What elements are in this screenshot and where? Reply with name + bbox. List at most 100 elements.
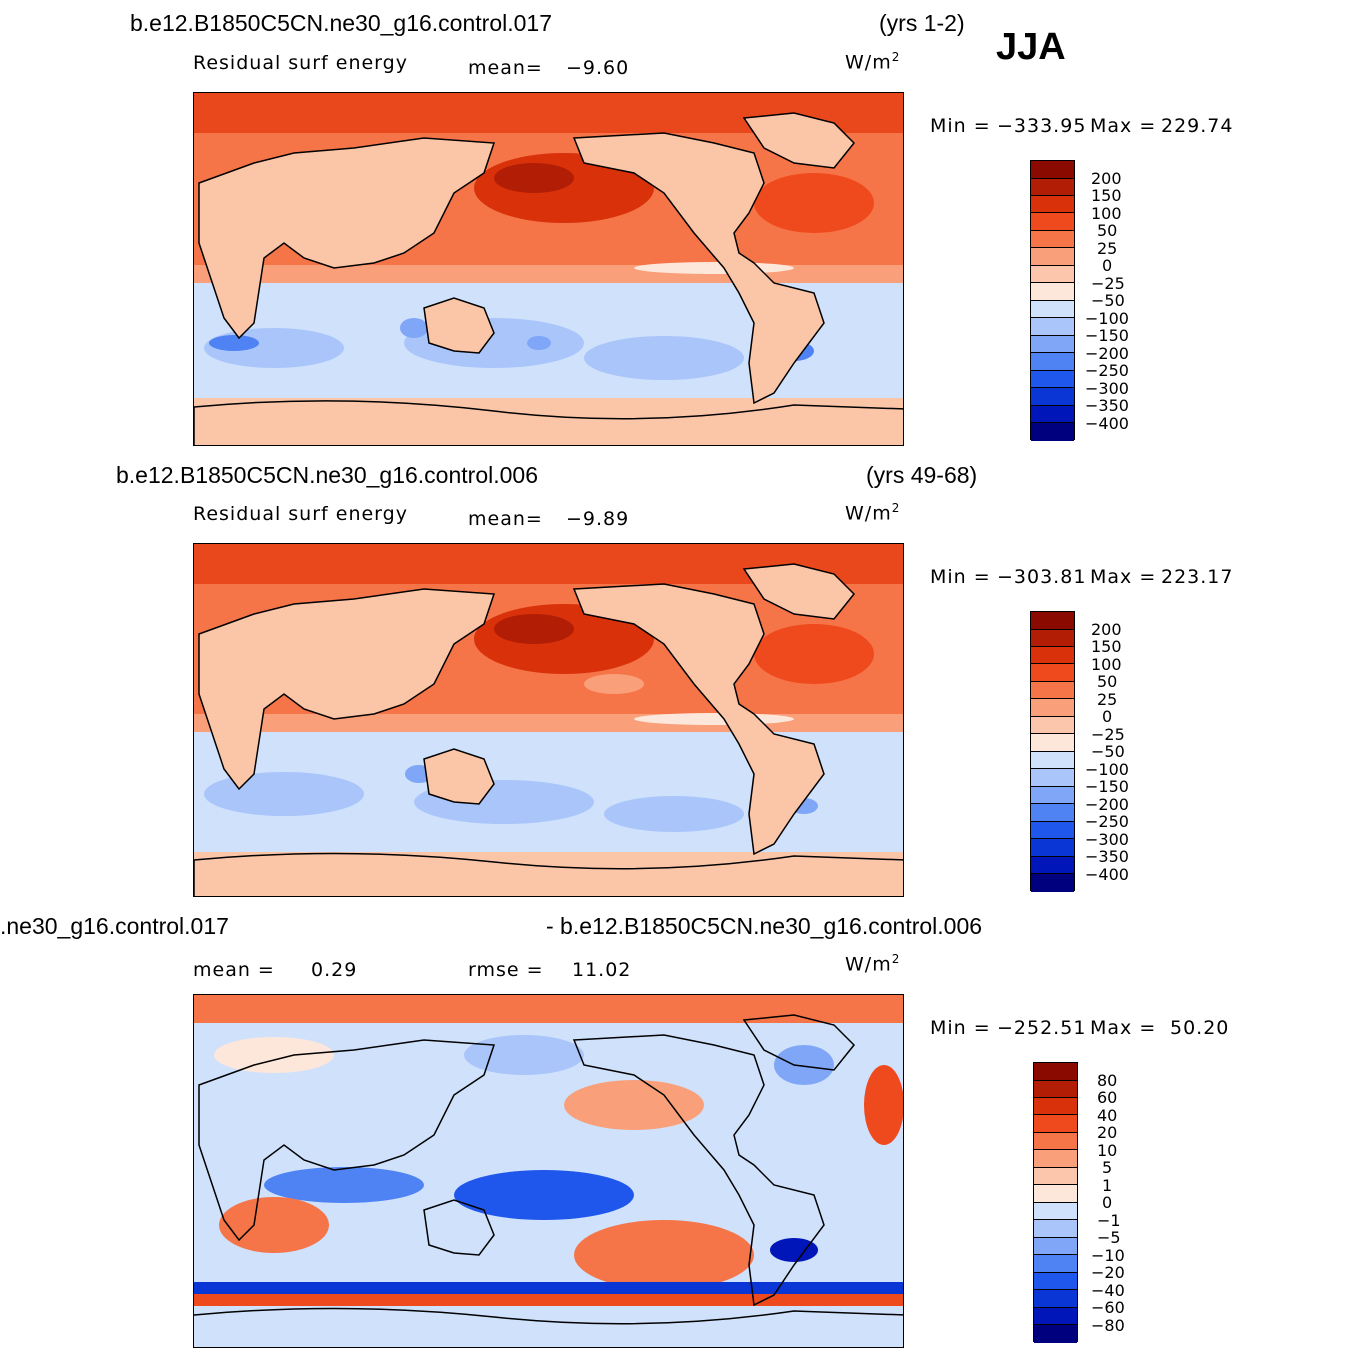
panel1-colorbar-box	[1031, 283, 1074, 301]
panel2-colorbar-box	[1031, 839, 1074, 857]
panel1-level-label: −25	[1091, 274, 1125, 293]
panel2-map	[193, 543, 904, 897]
panel2-level-label: −200	[1085, 795, 1129, 814]
panel1-level-label: −150	[1085, 326, 1129, 345]
panel1-level-label: 200	[1091, 169, 1122, 188]
panel1-level-label: 50	[1097, 221, 1118, 240]
panel2-level-label: 150	[1091, 637, 1122, 656]
panel2-level-label: 50	[1097, 672, 1118, 691]
panel2-max-value: 223.17	[1161, 566, 1234, 588]
panel2-colorbar-box	[1031, 717, 1074, 734]
panel3-colorbar-box	[1034, 1133, 1077, 1150]
panel2-colorbar-box	[1031, 664, 1074, 682]
panel1-variable: Residual surf energy	[193, 52, 408, 74]
panel3-colorbar-box	[1034, 1063, 1077, 1081]
panel1-colorbar-box	[1031, 353, 1074, 371]
panel1-level-label: −350	[1085, 396, 1129, 415]
panel2-min-value: −303.81	[997, 566, 1087, 588]
panel2-colorbar-box	[1031, 752, 1074, 769]
panel2-colorbar-box	[1031, 682, 1074, 699]
panel3-colorbar-box	[1034, 1273, 1077, 1290]
panel3-colorbar-box	[1034, 1325, 1077, 1343]
panel1-level-label: −100	[1085, 309, 1129, 328]
panel2-map-field	[194, 544, 903, 896]
panel2-colorbar-box	[1031, 769, 1074, 787]
panel3-level-label: 20	[1097, 1123, 1118, 1142]
panel3-map	[193, 994, 904, 1348]
panel1-level-label: 0	[1102, 256, 1113, 275]
season-label: JJA	[996, 26, 1066, 68]
panel2-variable: Residual surf energy	[193, 503, 408, 525]
panel1-level-label: −400	[1085, 414, 1129, 433]
panel3-level-label: −10	[1091, 1246, 1125, 1265]
panel2-colorbar	[1030, 611, 1075, 892]
panel1-colorbar	[1030, 160, 1075, 441]
panel1-mean-value: −9.60	[566, 57, 630, 79]
panel1-colorbar-box	[1031, 266, 1074, 283]
panel1-colorbar-box	[1031, 196, 1074, 213]
panel1-level-label: 25	[1097, 239, 1118, 258]
panel1-colorbar-box	[1031, 406, 1074, 423]
panel2-level-label: −300	[1085, 830, 1129, 849]
panel1-case-title: b.e12.B1850C5CN.ne30_g16.control.017	[130, 10, 552, 36]
panel3-colorbar-box	[1034, 1098, 1077, 1115]
panel2-level-label: −350	[1085, 847, 1129, 866]
panel1-mean-label: mean=	[468, 57, 543, 79]
panel3-colorbar-box	[1034, 1290, 1077, 1308]
panel2-colorbar-box	[1031, 612, 1074, 630]
panel3-units: W/m2	[845, 952, 901, 976]
panel3-colorbar-box	[1034, 1308, 1077, 1325]
panel2-colorbar-box	[1031, 647, 1074, 664]
panel2-level-label: 100	[1091, 655, 1122, 674]
panel1-colorbar-box	[1031, 301, 1074, 318]
panel2-colorbar-box	[1031, 787, 1074, 804]
panel3-level-label: 10	[1097, 1141, 1118, 1160]
panel2-colorbar-box	[1031, 699, 1074, 717]
panel1-units: W/m2	[845, 50, 901, 74]
panel3-colorbar-box	[1034, 1238, 1077, 1255]
panel2-mean-value: −9.89	[566, 508, 630, 530]
panel3-colorbar-box	[1034, 1185, 1077, 1203]
panel3-colorbar-box	[1034, 1203, 1077, 1220]
panel3-colorbar-box	[1034, 1115, 1077, 1133]
panel2-units: W/m2	[845, 501, 901, 525]
panel3-colorbar-box	[1034, 1168, 1077, 1185]
panel1-min-label: Min =	[930, 115, 991, 137]
panel2-min-label: Min =	[930, 566, 991, 588]
panel2-level-label: −400	[1085, 865, 1129, 884]
panel2-level-label: −150	[1085, 777, 1129, 796]
panel1-map-field	[194, 93, 903, 445]
panel1-colorbar-box	[1031, 248, 1074, 266]
panel3-colorbar-box	[1034, 1081, 1077, 1098]
panel3-level-label: 80	[1097, 1071, 1118, 1090]
panel2-colorbar-box	[1031, 804, 1074, 822]
panel1-map	[193, 92, 904, 446]
panel2-colorbar-box	[1031, 734, 1074, 752]
panel2-level-label: −250	[1085, 812, 1129, 831]
panel1-level-label: −300	[1085, 379, 1129, 398]
panel2-level-label: −25	[1091, 725, 1125, 744]
panel1-max-label: Max =	[1090, 115, 1157, 137]
panel3-level-label: −80	[1091, 1316, 1125, 1335]
panel1-colorbar-box	[1031, 336, 1074, 353]
panel2-level-label: 200	[1091, 620, 1122, 639]
panel1-colorbar-box	[1031, 371, 1074, 388]
panel1-colorbar-box	[1031, 179, 1074, 196]
panel3-level-label: 40	[1097, 1106, 1118, 1125]
panel1-level-label: −50	[1091, 291, 1125, 310]
panel1-level-label: 100	[1091, 204, 1122, 223]
panel2-colorbar-box	[1031, 822, 1074, 839]
panel3-level-label: −60	[1091, 1298, 1125, 1317]
panel2-years: (yrs 49-68)	[866, 462, 978, 488]
panel2-level-label: −100	[1085, 760, 1129, 779]
panel3-level-label: 0	[1102, 1193, 1113, 1212]
panel3-min-value: −252.51	[997, 1017, 1087, 1039]
panel3-colorbar-box	[1034, 1255, 1077, 1273]
panel3-colorbar-box	[1034, 1150, 1077, 1168]
panel3-level-label: −20	[1091, 1263, 1125, 1282]
panel3-case-left: .ne30_g16.control.017	[0, 913, 229, 939]
panel1-colorbar-box	[1031, 423, 1074, 441]
panel3-rmse-label: rmse =	[468, 959, 544, 981]
panel3-level-label: −1	[1097, 1211, 1121, 1230]
panel2-level-label: 25	[1097, 690, 1118, 709]
